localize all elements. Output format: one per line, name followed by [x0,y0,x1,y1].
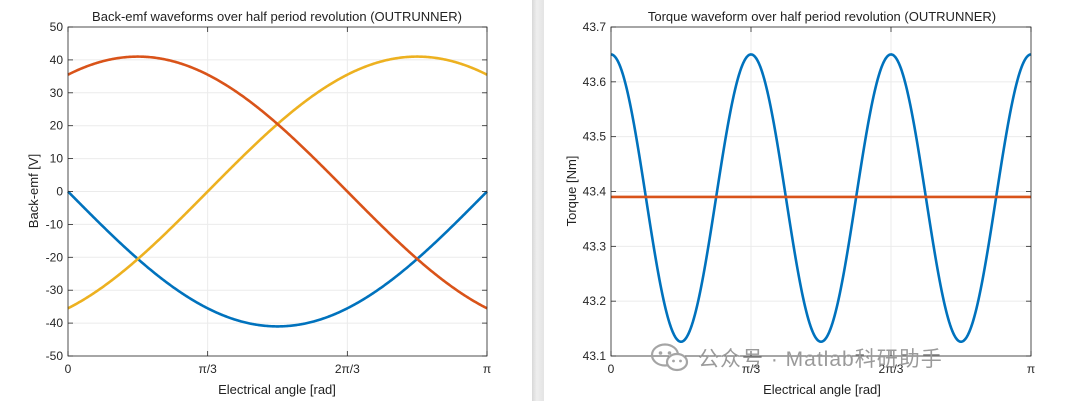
x-tick-label: π [1027,362,1035,376]
y-tick-label: 43.4 [583,185,607,199]
series-line-blue [610,53,1032,344]
x-tick-label: 2π/3 [879,362,904,376]
y-tick-label: 40 [50,53,64,67]
y-tick-label: -50 [46,349,64,363]
x-tick-label: 0 [608,362,615,376]
backemf-figure-panel: Back-emf waveforms over half period revo… [0,0,532,401]
y-axis-label: Torque [Nm] [564,156,579,227]
x-tick-label: π/3 [199,362,218,376]
y-tick-label: 20 [50,119,64,133]
y-tick-label: 0 [56,185,63,199]
torque-figure-panel: Torque waveform over half period revolut… [544,0,1080,401]
x-tick-label: π/3 [742,362,761,376]
y-tick-label: 43.6 [583,75,607,89]
y-tick-label: 43.5 [583,130,607,144]
x-tick-label: 2π/3 [335,362,360,376]
series-line-orange [67,55,488,310]
y-tick-label: 43.7 [583,20,607,34]
x-tick-label: 0 [65,362,72,376]
backemf-chart: Back-emf waveforms over half period revo… [26,9,491,397]
y-tick-label: 50 [50,20,64,34]
y-tick-label: 43.2 [583,294,607,308]
chart-title: Torque waveform over half period revolut… [648,9,996,24]
y-axis-label: Back-emf [V] [26,154,41,228]
y-tick-label: 43.3 [583,239,607,253]
series-line-blue [67,190,488,328]
grid-lines [67,26,488,357]
grid-lines [610,26,1032,357]
x-tick-label: π [483,362,491,376]
y-tick-label: -30 [46,283,64,297]
watermark: 公众号 · Matlab科研助手 [650,340,943,376]
x-axis-label: Electrical angle [rad] [218,382,336,397]
y-tick-label: -20 [46,250,64,264]
torque-chart: Torque waveform over half period revolut… [564,9,1035,397]
x-axis-label: Electrical angle [rad] [763,382,881,397]
window-divider[interactable] [532,0,544,401]
y-tick-label: 10 [50,152,64,166]
series-line-yellow [67,55,488,310]
y-tick-label: -40 [46,316,64,330]
y-tick-label: 43.1 [583,349,607,363]
y-tick-label: 30 [50,86,64,100]
watermark-text: 公众号 · Matlab科研助手 [698,348,943,371]
y-tick-label: -10 [46,217,64,231]
chart-title: Back-emf waveforms over half period revo… [92,9,462,24]
wechat-icon [650,343,689,372]
